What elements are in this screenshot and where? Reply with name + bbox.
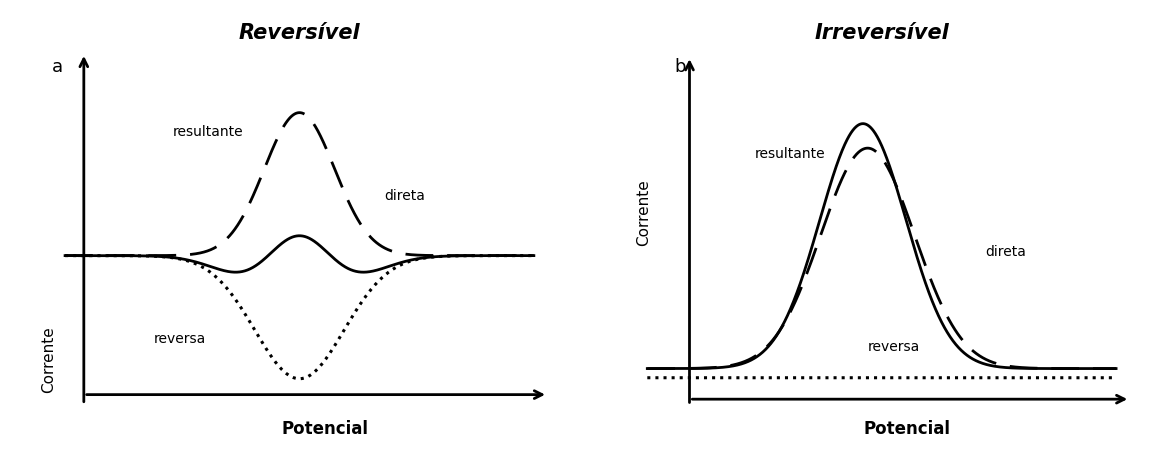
Text: Corrente: Corrente bbox=[42, 326, 57, 393]
Text: a: a bbox=[51, 58, 63, 76]
Text: Corrente: Corrente bbox=[636, 179, 651, 246]
Text: resultante: resultante bbox=[755, 147, 826, 161]
Text: direta: direta bbox=[984, 245, 1026, 259]
Title: Irreversível: Irreversível bbox=[814, 23, 950, 43]
Text: reversa: reversa bbox=[867, 340, 919, 354]
Title: Reversível: Reversível bbox=[239, 23, 360, 43]
Text: Potencial: Potencial bbox=[281, 420, 368, 438]
Text: direta: direta bbox=[383, 189, 425, 203]
Text: resultante: resultante bbox=[173, 125, 243, 139]
Text: Potencial: Potencial bbox=[864, 420, 951, 438]
Text: b: b bbox=[674, 58, 686, 76]
Text: reversa: reversa bbox=[154, 332, 206, 346]
